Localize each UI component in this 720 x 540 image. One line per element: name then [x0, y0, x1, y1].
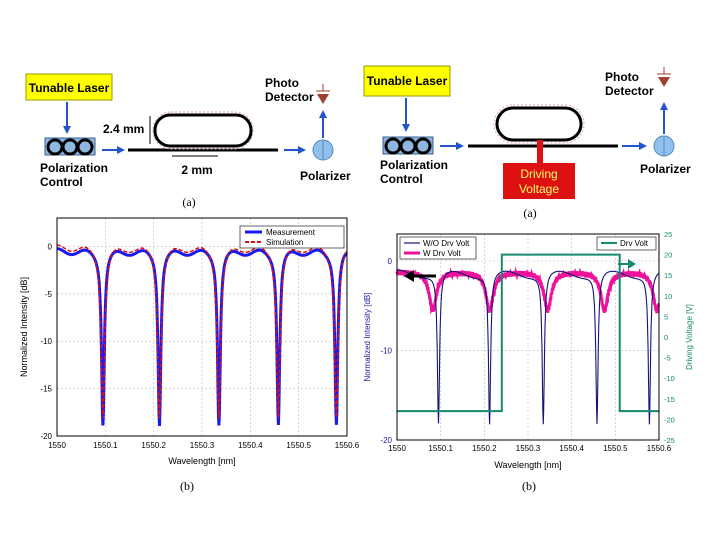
left-chart-series — [56, 244, 348, 426]
y-tick-label: -20 — [380, 436, 392, 445]
right-axis-arrow-icon — [618, 259, 636, 269]
right-spectrum-chart: 1550 1550.1 1550.2 1550.3 1550.4 1550.5 1550.6… — [363, 230, 694, 493]
right-chart-y2label: Driving Voltage [V] — [685, 304, 694, 370]
legend-label-measurement: Measurement — [266, 228, 316, 237]
right-chart-legend-left: W/O Drv Volt W Drv Volt — [399, 236, 477, 260]
left-setup-caption: (a) — [182, 195, 195, 209]
x-tick-label: 1550.5 — [286, 441, 311, 450]
left-chart-legend: Measurement Simulation — [239, 225, 345, 249]
right-photo-detector-icon — [658, 77, 670, 87]
y-tick-label: -10 — [40, 337, 52, 346]
right-ring-heater — [493, 104, 585, 144]
right-drive-box — [503, 163, 575, 199]
left-ring-resonator — [153, 113, 253, 148]
y2-tick-label: 25 — [664, 230, 672, 239]
left-chart-ticks: 1550 1550.1 1550.2 1550.3 1550.4 1550.5 1550.6… — [40, 242, 359, 450]
y2-tick-label: -10 — [664, 374, 675, 383]
right-drive-lead — [537, 140, 543, 164]
series-line-drv-volt — [397, 253, 659, 413]
x-tick-label: 1550.4 — [238, 441, 263, 450]
legend-label-wo-drv: W/O Drv Volt — [423, 239, 470, 248]
left-height-label: 2.4 mm — [103, 122, 144, 136]
legend-label-w-drv: W Drv Volt — [423, 249, 462, 258]
y-tick-label: -5 — [45, 290, 53, 299]
right-chart-xlabel: Wavelength [nm] — [494, 460, 561, 470]
right-chart-ylabel: Normalized Intensity [dB] — [363, 293, 372, 382]
right-polarization-paddles-icon — [382, 136, 434, 155]
left-polarization-label-2: Control — [40, 175, 83, 189]
left-laser-box — [25, 73, 113, 101]
right-photo-label-1: Photo — [605, 70, 639, 84]
y2-tick-label: -25 — [664, 436, 675, 445]
y2-tick-label: 5 — [664, 312, 668, 321]
y-tick-label: -15 — [40, 385, 52, 394]
left-ring-heater — [152, 111, 254, 150]
legend-label-simulation: Simulation — [266, 238, 303, 247]
x-tick-label: 1550.1 — [428, 444, 453, 453]
left-photo-label-2: Detector — [265, 90, 314, 104]
left-chart-xlabel: Wavelength [nm] — [168, 456, 235, 466]
series-line-simulation — [56, 244, 348, 419]
left-width-label: 2 mm — [181, 163, 212, 177]
left-chart-caption: (b) — [180, 479, 194, 493]
x-tick-label: 1550.2 — [141, 441, 166, 450]
x-tick-label: 1550.3 — [190, 441, 215, 450]
x-tick-label: 1550 — [388, 444, 406, 453]
left-chart-frame — [56, 217, 348, 437]
right-chart-series — [395, 253, 661, 425]
x-tick-label: 1550.5 — [603, 444, 628, 453]
x-tick-label: 1550.2 — [472, 444, 497, 453]
right-chart-frame — [396, 233, 660, 441]
left-polarization-label-1: Polarization — [40, 161, 108, 175]
left-photo-label-1: Photo — [265, 76, 299, 90]
right-laser-box — [363, 65, 451, 97]
right-ring-resonator — [495, 106, 583, 142]
right-chart-legend-right: Drv Volt — [596, 236, 657, 251]
y2-tick-label: 15 — [664, 271, 672, 280]
x-tick-label: 1550.3 — [516, 444, 541, 453]
y-tick-label: -20 — [40, 432, 52, 441]
y2-tick-label: 20 — [664, 251, 672, 260]
right-laser-label: Tunable Laser — [367, 74, 448, 88]
y-tick-label: -10 — [380, 346, 392, 355]
x-tick-label: 1550.4 — [559, 444, 584, 453]
y-tick-label: 0 — [388, 257, 393, 266]
left-polarization-paddles-icon — [44, 137, 96, 156]
x-tick-label: 1550.6 — [647, 444, 672, 453]
left-spectrum-chart: 1550 1550.1 1550.2 1550.3 1550.4 1550.5 1550.6… — [19, 217, 360, 493]
right-chart-ticks: 1550 1550.1 1550.2 1550.3 1550.4 1550.5 1550.6… — [380, 230, 674, 453]
right-polarization-label-2: Control — [380, 172, 423, 186]
right-photo-label-2: Detector — [605, 84, 654, 98]
y2-tick-label: -5 — [664, 354, 671, 363]
y-tick-label: 0 — [48, 242, 53, 251]
y2-tick-label: 0 — [664, 333, 668, 342]
left-axis-arrow-icon — [404, 270, 436, 282]
series-line-wo-drv-volt — [397, 269, 660, 425]
y2-tick-label: -20 — [664, 415, 675, 424]
right-polarizer-label: Polarizer — [640, 162, 691, 176]
right-setup-diagram: Tunable Laser Polarization Control Drivi… — [363, 65, 691, 220]
left-photo-detector-icon — [317, 94, 329, 104]
left-setup-diagram: Tunable Laser Polarization Control 2.4 m… — [25, 73, 351, 209]
y2-tick-label: 10 — [664, 292, 672, 301]
right-chart-caption: (b) — [522, 479, 536, 493]
right-drive-label-1: Driving — [520, 167, 557, 181]
y2-tick-label: -15 — [664, 395, 675, 404]
x-tick-label: 1550.1 — [93, 441, 118, 450]
right-setup-caption: (a) — [523, 206, 536, 220]
legend-label-drv: Drv Volt — [620, 239, 649, 248]
left-polarizer-label: Polarizer — [300, 169, 351, 183]
left-laser-label: Tunable Laser — [29, 81, 110, 95]
right-polarization-label-1: Polarization — [380, 158, 448, 172]
series-line-w-drv-volt — [395, 266, 661, 315]
right-drive-label-2: Voltage — [519, 182, 559, 196]
left-chart-ylabel: Normalized Intensity [dB] — [19, 277, 29, 377]
x-tick-label: 1550 — [48, 441, 66, 450]
x-tick-label: 1550.6 — [335, 441, 360, 450]
